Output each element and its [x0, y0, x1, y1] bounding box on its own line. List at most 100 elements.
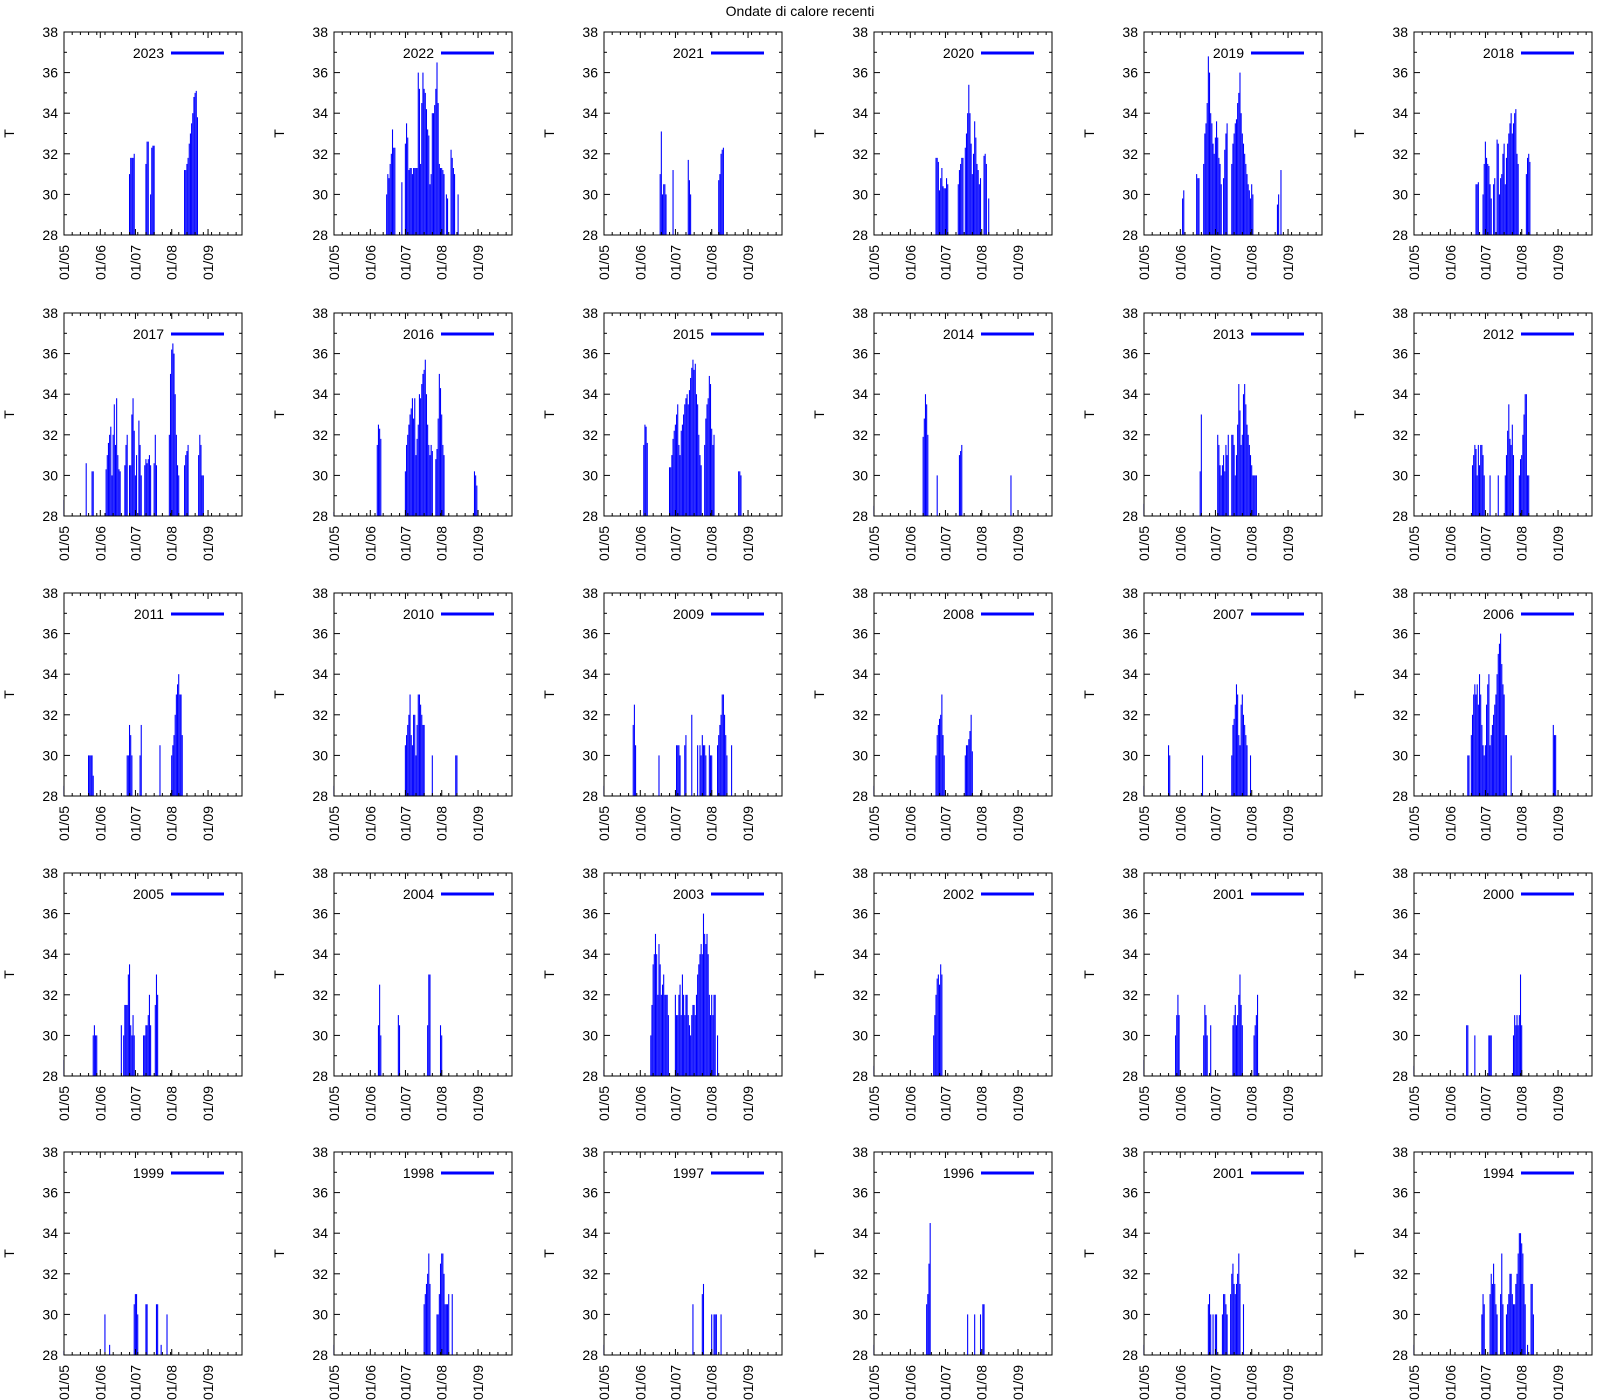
- bar: [934, 1015, 936, 1076]
- chart-panel-2002: 28 30 32 34 36 38 01/05 01/06 01/07 01/08 01/09 T 20…: [811, 865, 1053, 1121]
- y-tick-label: 36: [42, 346, 58, 362]
- y-tick-label: 36: [1392, 906, 1408, 922]
- x-tick-label: 01/05: [56, 1086, 72, 1121]
- x-tick-label: 01/07: [1477, 1086, 1493, 1121]
- bar: [387, 174, 389, 235]
- bar: [974, 1314, 976, 1355]
- y-tick-label: 36: [1122, 906, 1138, 922]
- bar: [633, 704, 635, 796]
- bar: [1489, 1294, 1491, 1355]
- bar: [1214, 1314, 1216, 1355]
- bar: [1474, 444, 1476, 516]
- bar: [983, 155, 985, 235]
- x-tick-label: 01/09: [740, 806, 756, 841]
- y-tick-label: 36: [312, 1185, 328, 1201]
- bar: [964, 147, 966, 235]
- bar: [937, 974, 939, 1076]
- x-tick-label: 01/08: [974, 526, 990, 561]
- x-tick-label: 01/08: [434, 1365, 450, 1400]
- figure-title: Ondate di calore recenti: [725, 3, 875, 19]
- bar: [127, 755, 129, 796]
- bar: [107, 442, 109, 516]
- x-tick-label: 01/07: [667, 1086, 683, 1121]
- bar: [456, 755, 458, 796]
- y-tick-label: 28: [312, 788, 328, 804]
- bar: [968, 739, 970, 796]
- x-tick-label: 01/08: [434, 1086, 450, 1121]
- bar: [172, 745, 174, 796]
- bar: [681, 974, 683, 1076]
- bar: [705, 755, 707, 796]
- y-tick-label: 36: [42, 906, 58, 922]
- x-tick-label: 01/08: [1244, 1086, 1260, 1121]
- bar: [125, 444, 127, 516]
- bar: [1238, 735, 1240, 796]
- bar: [704, 933, 706, 1076]
- bar: [1511, 1294, 1513, 1355]
- y-tick-label: 30: [312, 1306, 328, 1322]
- y-axis-label: T: [1351, 690, 1367, 699]
- x-tick-label: 01/05: [56, 1365, 72, 1400]
- y-tick-label: 28: [1122, 1068, 1138, 1084]
- bar: [643, 444, 645, 516]
- x-tick-label: 01/09: [1010, 245, 1026, 280]
- bar: [709, 1015, 712, 1076]
- y-tick-label: 32: [582, 1266, 598, 1282]
- bar: [685, 735, 687, 796]
- y-tick-label: 32: [582, 707, 598, 723]
- bar: [104, 1314, 106, 1355]
- x-tick-label: 01/07: [397, 526, 413, 561]
- bar: [178, 475, 180, 516]
- bar: [1238, 384, 1240, 516]
- bar: [1220, 184, 1222, 235]
- bar: [1501, 664, 1503, 796]
- x-tick-label: 01/06: [362, 526, 378, 561]
- y-tick-label: 36: [582, 1185, 598, 1201]
- bar: [686, 994, 688, 1076]
- x-tick-label: 01/05: [56, 526, 72, 561]
- bar: [644, 424, 646, 516]
- bar: [695, 394, 698, 516]
- y-tick-label: 34: [1392, 666, 1408, 682]
- bar: [686, 394, 688, 516]
- bar: [457, 194, 459, 235]
- y-tick-label: 28: [1122, 227, 1138, 243]
- bar: [664, 184, 666, 235]
- bar: [707, 398, 709, 516]
- x-tick-label: 01/06: [632, 1365, 648, 1400]
- x-tick-label: 01/05: [1136, 245, 1152, 280]
- bar: [1233, 1283, 1235, 1355]
- bar: [415, 168, 417, 235]
- y-tick-label: 32: [1122, 427, 1138, 443]
- y-tick-label: 30: [1392, 1306, 1408, 1322]
- y-tick-label: 28: [1392, 508, 1408, 524]
- bar: [717, 745, 719, 796]
- bar: [700, 465, 702, 516]
- bar: [1487, 163, 1489, 235]
- bar: [1234, 123, 1236, 235]
- bar: [126, 434, 128, 516]
- bar: [674, 424, 676, 516]
- x-tick-label: 01/05: [326, 806, 342, 841]
- bar: [684, 1015, 686, 1076]
- x-tick-label: 01/07: [397, 1365, 413, 1400]
- x-tick-label: 01/06: [1442, 806, 1458, 841]
- bar: [694, 1015, 696, 1076]
- bar: [404, 143, 406, 235]
- y-tick-label: 34: [1122, 105, 1138, 121]
- bar: [660, 131, 662, 235]
- bar: [698, 434, 700, 516]
- x-tick-label: 01/08: [434, 526, 450, 561]
- bar: [720, 1314, 722, 1355]
- bar: [714, 1314, 716, 1355]
- bar: [1206, 1035, 1208, 1076]
- bar: [441, 414, 443, 516]
- x-tick-label: 01/08: [1514, 1086, 1530, 1121]
- y-tick-label: 32: [1392, 427, 1408, 443]
- bar: [1518, 1233, 1520, 1355]
- bar: [988, 198, 990, 235]
- bar: [150, 1025, 152, 1076]
- x-tick-label: 01/09: [1550, 806, 1566, 841]
- x-tick-label: 01/07: [397, 1086, 413, 1121]
- bar: [1487, 684, 1489, 796]
